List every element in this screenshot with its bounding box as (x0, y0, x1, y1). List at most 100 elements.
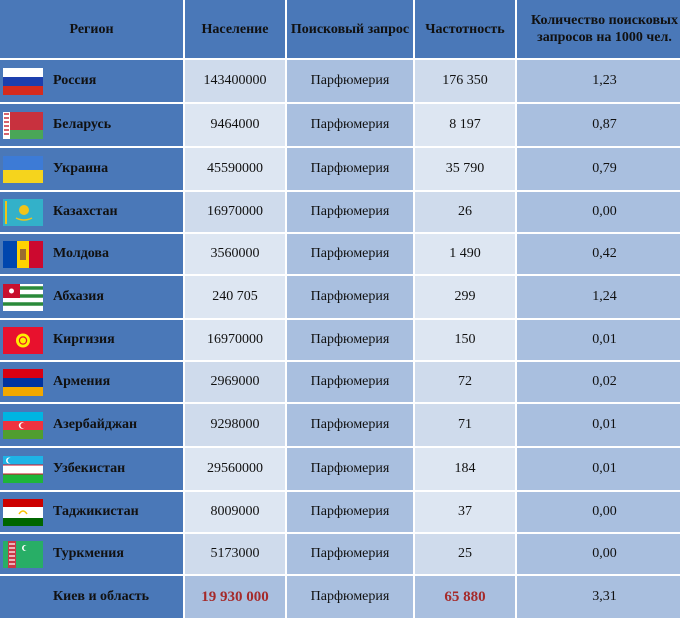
header-frequency: Частотность (415, 0, 515, 58)
region-name: Узбекистан (53, 461, 126, 476)
frequency-cell: 299 (415, 276, 515, 318)
region-cell: Таджикистан (0, 492, 183, 532)
frequency-cell: 8 197 (415, 104, 515, 146)
query-cell: Парфюмерия (287, 362, 413, 402)
frequency-cell: 26 (415, 192, 515, 232)
region-name: Молдова (53, 246, 109, 261)
total-per1000-cell: 3,31 (517, 576, 680, 618)
query-cell: Парфюмерия (287, 492, 413, 532)
population-cell: 5173000 (185, 534, 285, 574)
population-cell: 9464000 (185, 104, 285, 146)
frequency-cell: 72 (415, 362, 515, 402)
population-cell: 29560000 (185, 448, 285, 490)
belarus-flag-icon (3, 111, 43, 139)
region-name: Армения (53, 374, 111, 389)
total-population-cell: 19 930 000 (185, 576, 285, 618)
per1000-cell: 0,00 (517, 492, 680, 532)
query-cell: Парфюмерия (287, 448, 413, 490)
per1000-cell: 1,24 (517, 276, 680, 318)
total-region-cell: Киев и область (0, 576, 183, 618)
frequency-cell: 150 (415, 320, 515, 360)
per1000-cell: 0,00 (517, 534, 680, 574)
region-name: Беларусь (53, 117, 112, 132)
population-cell: 143400000 (185, 60, 285, 102)
table-row: Армения 2969000 Парфюмерия 72 0,02 (0, 362, 680, 402)
region-name: Казахстан (53, 204, 118, 219)
region-name: Россия (53, 73, 97, 88)
per1000-cell: 0,02 (517, 362, 680, 402)
query-cell: Парфюмерия (287, 320, 413, 360)
header-query: Поисковый запрос (287, 0, 413, 58)
ukraine-flag-icon (3, 155, 43, 183)
table-row: Молдова 3560000 Парфюмерия 1 490 0,42 (0, 234, 680, 274)
tajikistan-flag-icon (3, 498, 43, 526)
kyrgyzstan-flag-icon (3, 326, 43, 354)
header-per1000: Количество поисковых запросов на 1000 че… (517, 0, 680, 58)
region-cell: Абхазия (0, 276, 183, 318)
kazakhstan-flag-icon (3, 198, 43, 226)
population-cell: 2969000 (185, 362, 285, 402)
per1000-cell: 0,42 (517, 234, 680, 274)
table-row: Киргизия 16970000 Парфюмерия 150 0,01 (0, 320, 680, 360)
query-cell: Парфюмерия (287, 60, 413, 102)
table-row: Азербайджан 9298000 Парфюмерия 71 0,01 (0, 404, 680, 446)
region-name: Азербайджан (53, 417, 138, 432)
region-cell: Туркмения (0, 534, 183, 574)
per1000-cell: 0,87 (517, 104, 680, 146)
header-population: Население (185, 0, 285, 58)
frequency-cell: 1 490 (415, 234, 515, 274)
header-region: Регион (0, 0, 183, 58)
population-cell: 16970000 (185, 192, 285, 232)
population-cell: 3560000 (185, 234, 285, 274)
russia-flag-icon (3, 67, 43, 95)
frequency-cell: 25 (415, 534, 515, 574)
population-cell: 8009000 (185, 492, 285, 532)
per1000-cell: 0,01 (517, 404, 680, 446)
region-cell: Беларусь (0, 104, 183, 146)
table-row: Таджикистан 8009000 Парфюмерия 37 0,00 (0, 492, 680, 532)
region-cell: Украина (0, 148, 183, 190)
turkmenistan-flag-icon (3, 540, 43, 568)
azerbaijan-flag-icon (3, 411, 43, 439)
frequency-cell: 71 (415, 404, 515, 446)
frequency-cell: 184 (415, 448, 515, 490)
per1000-cell: 1,23 (517, 60, 680, 102)
per1000-cell: 0,01 (517, 320, 680, 360)
region-cell: Казахстан (0, 192, 183, 232)
region-cell: Армения (0, 362, 183, 402)
population-cell: 9298000 (185, 404, 285, 446)
per1000-cell: 0,00 (517, 192, 680, 232)
query-cell: Парфюмерия (287, 192, 413, 232)
population-cell: 45590000 (185, 148, 285, 190)
table-row: Абхазия 240 705 Парфюмерия 299 1,24 (0, 276, 680, 318)
population-cell: 240 705 (185, 276, 285, 318)
query-cell: Парфюмерия (287, 534, 413, 574)
moldova-flag-icon (3, 240, 43, 268)
frequency-cell: 35 790 (415, 148, 515, 190)
table-row: Узбекистан 29560000 Парфюмерия 184 0,01 (0, 448, 680, 490)
table-row: Беларусь 9464000 Парфюмерия 8 197 0,87 (0, 104, 680, 146)
uzbekistan-flag-icon (3, 455, 43, 483)
region-name: Таджикистан (53, 504, 139, 519)
armenia-flag-icon (3, 368, 43, 396)
region-cell: Узбекистан (0, 448, 183, 490)
query-cell: Парфюмерия (287, 104, 413, 146)
region-name: Туркмения (53, 546, 124, 561)
header-row: Регион Население Поисковый запрос Частот… (0, 0, 680, 58)
query-cell: Парфюмерия (287, 404, 413, 446)
table-row: Туркмения 5173000 Парфюмерия 25 0,00 (0, 534, 680, 574)
abkhazia-flag-icon (3, 283, 43, 311)
region-cell: Киргизия (0, 320, 183, 360)
per1000-cell: 0,01 (517, 448, 680, 490)
query-cell: Парфюмерия (287, 148, 413, 190)
table-row: Россия 143400000 Парфюмерия 176 350 1,23 (0, 60, 680, 102)
region-name: Киргизия (53, 332, 115, 347)
region-cell: Азербайджан (0, 404, 183, 446)
query-cell: Парфюмерия (287, 276, 413, 318)
total-frequency-cell: 65 880 (415, 576, 515, 618)
total-row: Киев и область 19 930 000 Парфюмерия 65 880… (0, 576, 680, 618)
region-cell: Россия (0, 60, 183, 102)
query-cell: Парфюмерия (287, 234, 413, 274)
region-cell: Молдова (0, 234, 183, 274)
